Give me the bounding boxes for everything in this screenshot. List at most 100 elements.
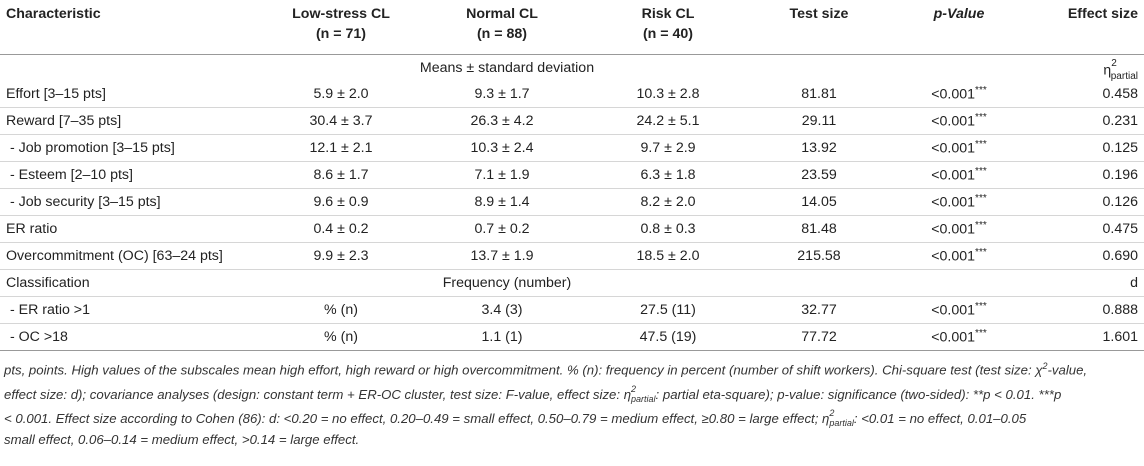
cell-risk: 47.5 (19) (588, 323, 748, 351)
eta-partial-label: η2partial (1103, 58, 1138, 82)
significance-stars: *** (975, 85, 987, 97)
row-label: - ER ratio >1 (0, 296, 266, 324)
significance-stars: *** (975, 220, 987, 232)
cell-test-size: 77.72 (748, 323, 890, 351)
table-row: Effort [3–15 pts] 5.9 ± 2.0 9.3 ± 1.7 10.3 … (0, 81, 1144, 108)
cell-p-value: <0.001*** (890, 323, 1028, 351)
header-test-size: Test size (789, 6, 849, 22)
row-label: Reward [7–35 pts] (0, 107, 266, 135)
header-normal-n: (n = 88) (416, 26, 588, 55)
significance-stars: *** (975, 139, 987, 151)
p-value-text: <0.001 (931, 194, 976, 211)
header-low-stress-n: (n = 71) (266, 26, 416, 55)
row-label: Effort [3–15 pts] (6, 86, 106, 102)
cell-test-size: 14.05 (748, 188, 890, 216)
cell-effect-size: 0.475 (1028, 215, 1144, 243)
cell-normal: 26.3 ± 4.2 (416, 107, 588, 135)
header-risk: Risk CL (641, 6, 695, 22)
p-value-text: <0.001 (931, 221, 976, 238)
cell-low-stress: 9.9 ± 2.3 (266, 242, 416, 270)
significance-stars: *** (975, 247, 987, 259)
cell-low-stress: 9.6 ± 0.9 (266, 188, 416, 216)
p-value-text: <0.001 (931, 140, 976, 157)
cell-test-size: 13.92 (748, 134, 890, 162)
cell-normal: 10.3 ± 2.4 (416, 134, 588, 162)
cell-effect-size: 0.690 (1028, 242, 1144, 270)
p-value-text: <0.001 (931, 248, 976, 265)
cell-low-stress: % (n) (266, 323, 416, 351)
table-row: - ER ratio >1% (n) 3.4 (3) 27.5 (11) 32.77 <… (0, 296, 1144, 324)
row-label: - Esteem [2–10 pts] (0, 161, 266, 189)
p-value-text: <0.001 (931, 86, 976, 103)
cell-test-size: 81.48 (748, 215, 890, 243)
table-row: ER ratio 0.4 ± 0.2 0.7 ± 0.2 0.8 ± 0.3 81.48… (0, 215, 1144, 243)
row-label: ER ratio (0, 215, 266, 243)
header-effect-size: Effect size (1067, 6, 1138, 22)
row-label: - OC >18 (0, 323, 266, 351)
cell-effect-size: 0.888 (1028, 296, 1144, 324)
row-label: - Job promotion [3–15 pts] (0, 134, 266, 162)
cell-low-stress: 5.9 ± 2.0 (313, 86, 369, 102)
cell-normal: 7.1 ± 1.9 (416, 161, 588, 189)
cell-normal: 8.9 ± 1.4 (416, 188, 588, 216)
cell-effect-size: 1.601 (1028, 323, 1144, 351)
cell-low-stress: 12.1 ± 2.1 (266, 134, 416, 162)
cell-effect-size: 0.126 (1028, 188, 1144, 216)
significance-stars: *** (975, 193, 987, 205)
means-label: Means ± standard deviation (419, 60, 595, 76)
significance-stars: *** (975, 166, 987, 178)
table-row: Overcommitment (OC) [63–24 pts] 9.9 ± 2.3… (0, 242, 1144, 270)
section-means: Means ± standard deviation η2partial (0, 55, 1144, 82)
table-row: Reward [7–35 pts] 30.4 ± 3.7 26.3 ± 4.2 24.… (0, 107, 1144, 135)
cell-test-size: 23.59 (748, 161, 890, 189)
p-value-text: <0.001 (931, 167, 976, 184)
cell-normal: 1.1 (1) (416, 323, 588, 351)
p-value-text: <0.001 (931, 302, 976, 319)
cell-p-value: <0.001*** (890, 107, 1028, 135)
cell-low-stress: % (n) (266, 296, 416, 324)
cell-effect-size: 0.125 (1028, 134, 1144, 162)
cell-normal: 0.7 ± 0.2 (416, 215, 588, 243)
cell-effect-size: 0.458 (1102, 86, 1138, 102)
table-row: - Job promotion [3–15 pts] 12.1 ± 2.1 10.3… (0, 134, 1144, 162)
cell-risk: 24.2 ± 5.1 (588, 107, 748, 135)
cell-risk: 27.5 (11) (588, 296, 748, 324)
table-row: - OC >18% (n) 1.1 (1) 47.5 (19) 77.72 <0.001… (0, 323, 1144, 351)
table-footnote: pts, points. High values of the subscale… (4, 361, 1088, 447)
cell-test-size: 29.11 (748, 107, 890, 135)
significance-stars: *** (975, 301, 987, 313)
d-label: d (1028, 269, 1144, 297)
cell-p-value: <0.001*** (890, 81, 1028, 108)
table-header: Characteristic Low-stress CL Normal CL R… (0, 0, 1144, 55)
cell-p-value: <0.001*** (890, 134, 1028, 162)
cell-normal: 3.4 (3) (416, 296, 588, 324)
cell-p-value: <0.001*** (890, 188, 1028, 216)
header-normal: Normal CL (466, 6, 538, 22)
table-body: Means ± standard deviation η2partial Eff… (0, 55, 1144, 351)
cell-risk: 10.3 ± 2.8 (636, 86, 700, 102)
frequency-label: Frequency (number) (266, 269, 748, 297)
significance-stars: *** (975, 112, 987, 124)
cell-risk: 6.3 ± 1.8 (588, 161, 748, 189)
header-p-value: p-Value (933, 6, 985, 22)
cell-p-value: <0.001*** (890, 296, 1028, 324)
cell-test-size: 32.77 (748, 296, 890, 324)
row-label: Overcommitment (OC) [63–24 pts] (0, 242, 266, 270)
significance-stars: *** (975, 328, 987, 340)
cell-risk: 8.2 ± 2.0 (588, 188, 748, 216)
header-risk-n: (n = 40) (588, 26, 748, 55)
results-table: Characteristic Low-stress CL Normal CL R… (0, 0, 1144, 351)
p-value-text: <0.001 (931, 113, 976, 130)
cell-p-value: <0.001*** (890, 161, 1028, 189)
cell-effect-size: 0.231 (1028, 107, 1144, 135)
header-low-stress: Low-stress CL (292, 6, 390, 22)
table-row: - Job security [3–15 pts] 9.6 ± 0.9 8.9 ± … (0, 188, 1144, 216)
cell-normal: 9.3 ± 1.7 (474, 86, 530, 102)
cell-low-stress: 30.4 ± 3.7 (266, 107, 416, 135)
p-value-text: <0.001 (931, 329, 976, 346)
cell-risk: 0.8 ± 0.3 (588, 215, 748, 243)
cell-p-value: <0.001*** (890, 215, 1028, 243)
cell-normal: 13.7 ± 1.9 (416, 242, 588, 270)
cell-effect-size: 0.196 (1028, 161, 1144, 189)
